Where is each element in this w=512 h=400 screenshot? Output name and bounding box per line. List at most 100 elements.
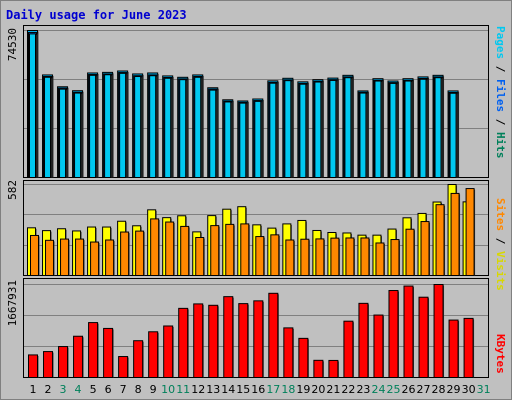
- kbytes-bar: [238, 303, 249, 378]
- pages-bar: [104, 74, 112, 178]
- sites-bar: [240, 223, 250, 277]
- pages-bar: [299, 83, 307, 178]
- day-label: 29: [446, 383, 461, 396]
- pages-bar: [254, 100, 262, 178]
- day-label: 9: [149, 383, 157, 396]
- kbytes-bar: [88, 322, 99, 379]
- kbytes-bar: [178, 307, 189, 378]
- sites-bar: [405, 228, 415, 277]
- kbytes-bar: [268, 292, 279, 379]
- kbytes-bar: [403, 285, 414, 379]
- pages-bar: [59, 88, 67, 178]
- kbytes-bar: [298, 337, 309, 378]
- sites-bar: [60, 238, 70, 276]
- pages-bar: [269, 82, 277, 178]
- pages-bar: [239, 102, 247, 178]
- day-label: 3: [59, 383, 67, 396]
- sites-bar: [270, 234, 280, 276]
- pages-bar: [404, 80, 412, 178]
- sites-bar: [315, 238, 325, 276]
- kbytes-bar: [418, 296, 429, 379]
- kbytes-bar: [448, 319, 459, 379]
- pages-bar: [29, 33, 36, 178]
- kbytes-bar: [43, 351, 54, 378]
- hits-files-pages-legend: Pages / Files / Hits: [494, 26, 507, 159]
- hits-max-label: 74530: [6, 28, 19, 62]
- kbytes-bar: [463, 317, 474, 379]
- legend-segment: Sites: [494, 198, 507, 232]
- pages-bar: [329, 79, 337, 178]
- kbytes-bar: [283, 327, 294, 378]
- day-label: 31: [476, 383, 491, 396]
- sites-bar: [420, 221, 430, 276]
- day-label: 10: [161, 383, 176, 396]
- kbytes-bar: [133, 340, 144, 379]
- day-label: 19: [296, 383, 311, 396]
- kbytes-bar: [28, 354, 38, 378]
- legend-segment: Files: [494, 79, 507, 113]
- pages-bar: [74, 92, 82, 178]
- legend-segment: KBytes: [494, 334, 507, 374]
- day-label: 16: [251, 383, 266, 396]
- sites-bar: [195, 237, 205, 277]
- chart-title: Daily usage for June 2023: [6, 8, 187, 22]
- sites-bar: [30, 234, 39, 276]
- sites-bar: [300, 238, 310, 276]
- pages-bar: [374, 80, 382, 178]
- kbytes-bar: [103, 327, 114, 379]
- kbytes-bar: [118, 356, 129, 378]
- day-label: 28: [431, 383, 446, 396]
- day-label: 23: [356, 383, 371, 396]
- sites-bar: [285, 239, 295, 276]
- visits-sites-legend: Sites / Visits: [494, 198, 507, 291]
- pages-bar: [119, 72, 127, 178]
- pages-bar: [89, 74, 97, 178]
- sites-bar: [450, 192, 460, 276]
- day-label: 7: [119, 383, 127, 396]
- sites-bar: [135, 230, 145, 276]
- day-label: 26: [401, 383, 416, 396]
- day-label: 24: [371, 383, 386, 396]
- pages-bar: [389, 82, 397, 178]
- day-label: 14: [221, 383, 236, 396]
- legend-segment: /: [494, 112, 507, 132]
- pages-bar: [419, 78, 427, 178]
- sites-bar: [390, 239, 400, 276]
- kbytes-bar: [58, 346, 69, 378]
- legend-segment: Visits: [494, 251, 507, 291]
- kbytes-bar: [148, 331, 159, 379]
- kbytes-legend: KBytes: [494, 334, 507, 374]
- pages-bar: [209, 89, 217, 178]
- day-label: 12: [191, 383, 206, 396]
- day-label: 25: [386, 383, 401, 396]
- day-label: 27: [416, 383, 431, 396]
- sites-bar: [360, 237, 370, 276]
- sites-bar: [75, 238, 85, 276]
- sites-bar: [90, 241, 100, 276]
- kbytes-bar: [343, 320, 354, 379]
- kbytes-bar: [373, 314, 384, 378]
- day-label: 18: [281, 383, 296, 396]
- legend-segment: Hits: [494, 132, 507, 159]
- kbytes-bar: [358, 302, 369, 378]
- day-label: 13: [206, 383, 221, 396]
- pages-bar: [434, 77, 442, 178]
- kbytes-bar: [253, 300, 264, 378]
- kbytes-bar: [328, 359, 339, 378]
- sites-bar: [345, 237, 355, 276]
- pages-bar: [344, 77, 352, 178]
- day-label: 17: [266, 383, 281, 396]
- kbytes-bar: [163, 325, 174, 379]
- sites-bar: [465, 188, 475, 276]
- day-label: 2: [44, 383, 52, 396]
- day-label: 20: [311, 383, 326, 396]
- pages-bar: [164, 77, 172, 178]
- legend-segment: /: [494, 59, 507, 79]
- day-label: 11: [176, 383, 191, 396]
- pages-bar: [179, 79, 187, 178]
- day-label: 5: [89, 383, 97, 396]
- sites-bar: [150, 218, 160, 276]
- day-label: 1: [29, 383, 37, 396]
- sites-bar: [180, 225, 190, 276]
